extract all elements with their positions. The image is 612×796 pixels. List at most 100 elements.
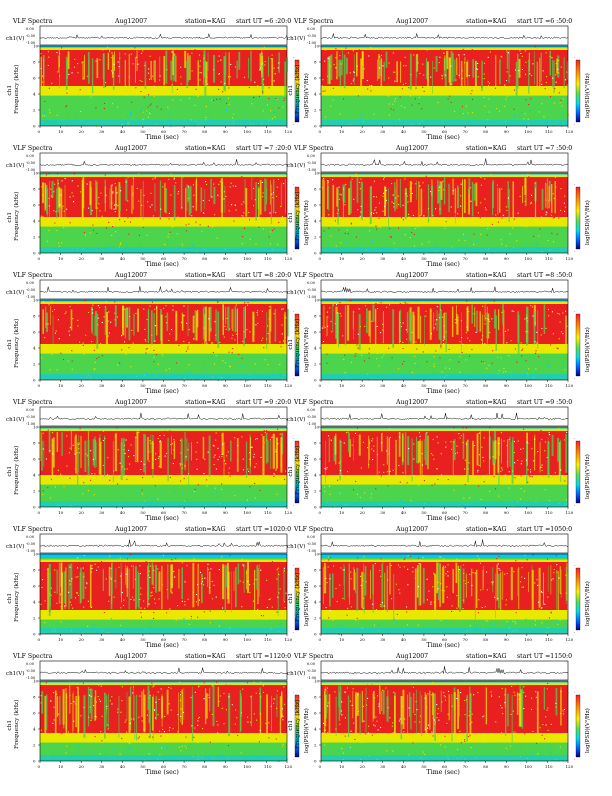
speckle: [328, 227, 330, 229]
speckle: [227, 97, 229, 99]
speckle: [158, 698, 160, 700]
time-tick-label: 80: [483, 383, 489, 388]
speckle: [406, 606, 408, 608]
speckle: [499, 569, 501, 571]
streak: [42, 182, 45, 204]
speckle: [356, 68, 358, 70]
freq-axis-label: Frequency (kHz): [13, 192, 20, 241]
speckle: [405, 65, 407, 67]
speckle: [330, 320, 332, 322]
streak: [266, 694, 268, 734]
speckle: [350, 578, 352, 580]
speckle: [557, 348, 559, 350]
streak: [528, 571, 529, 593]
speckle: [225, 195, 227, 197]
speckle: [173, 178, 175, 180]
speckle: [469, 711, 471, 713]
speckle: [483, 78, 485, 80]
freq-tick-label: 2: [314, 235, 317, 240]
speckle: [439, 49, 441, 51]
speckle: [176, 88, 178, 90]
speckle: [408, 87, 410, 89]
speckle: [102, 430, 104, 432]
speckle: [505, 93, 507, 95]
streak: [534, 187, 537, 226]
time-tick-label: 120: [285, 637, 293, 642]
speckle: [223, 336, 225, 338]
speckle: [531, 476, 533, 478]
freq-tick-label: 10: [314, 425, 320, 430]
streak: [543, 687, 545, 710]
streak: [512, 181, 514, 221]
speckle: [355, 480, 357, 482]
speckle: [177, 193, 179, 195]
streak: [173, 185, 176, 221]
streak: [78, 435, 80, 473]
speckle: [357, 711, 359, 713]
streak: [205, 688, 207, 725]
speckle: [124, 53, 126, 55]
streak: [136, 694, 138, 741]
panel-date: Aug12007: [114, 272, 147, 279]
speckle: [66, 696, 68, 698]
speckle: [530, 201, 532, 203]
speckle: [413, 54, 415, 56]
streak: [439, 181, 442, 215]
speckle: [181, 491, 183, 493]
waveform-trace: [39, 667, 288, 674]
speckle: [263, 430, 265, 432]
freq-tick-label: 6: [314, 711, 317, 716]
speckle: [209, 741, 211, 743]
speckle: [501, 243, 503, 245]
freq-tick-label: 10: [33, 298, 39, 303]
speckle: [488, 364, 490, 366]
speckle: [142, 111, 144, 113]
speckle: [412, 686, 414, 688]
streak: [509, 436, 511, 467]
speckle: [491, 225, 493, 227]
streak: [360, 181, 363, 221]
streak: [89, 564, 92, 608]
streak: [155, 564, 158, 593]
speckle: [119, 57, 121, 59]
speckle: [326, 362, 328, 364]
speckle: [162, 186, 164, 188]
speckle: [183, 340, 185, 342]
speckle: [380, 605, 382, 607]
speckle: [438, 62, 440, 64]
speckle: [277, 178, 279, 180]
speckle: [221, 556, 223, 558]
speckle: [228, 472, 230, 474]
speckle: [40, 215, 42, 217]
streak: [48, 431, 51, 453]
time-tick-label: 60: [161, 383, 167, 388]
speckle: [176, 233, 178, 235]
speckle: [178, 373, 180, 375]
speckle: [280, 437, 282, 439]
speckle: [491, 253, 493, 255]
speckle: [482, 335, 484, 337]
waveform-tick-label: -0.50: [307, 161, 317, 165]
speckle: [203, 584, 205, 586]
speckle: [516, 684, 518, 686]
speckle: [268, 737, 270, 739]
speckle: [235, 304, 237, 306]
speckle: [101, 715, 103, 717]
speckle: [414, 721, 416, 723]
speckle: [116, 506, 118, 508]
speckle: [159, 217, 161, 219]
speckle: [526, 317, 528, 319]
speckle: [217, 379, 219, 381]
speckle: [367, 684, 369, 686]
streak: [142, 180, 144, 220]
speckle: [430, 601, 432, 603]
speckle: [164, 455, 166, 457]
speckle: [487, 56, 489, 58]
speckle: [356, 493, 358, 495]
speckle: [338, 634, 340, 636]
streak: [159, 180, 162, 220]
speckle: [138, 736, 140, 738]
speckle: [148, 603, 150, 605]
speckle: [339, 193, 341, 195]
time-tick-label: 100: [243, 510, 251, 515]
